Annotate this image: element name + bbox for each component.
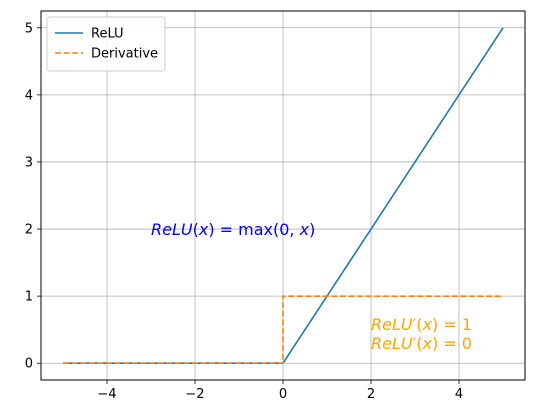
y-tick-label: 0 <box>25 357 33 372</box>
x-tick-label: −2 <box>185 387 204 402</box>
formula-segment: ) = 0 <box>432 334 472 353</box>
formula-segment: ReLU <box>151 220 193 239</box>
formula-segment: ) = 1 <box>432 315 472 334</box>
formula-segment: ReLU′ <box>371 334 417 353</box>
relu-formula-line: ReLU(x) = max(0, x) <box>151 220 315 239</box>
y-tick-label: 3 <box>25 155 33 170</box>
y-tick-label: 5 <box>25 21 33 36</box>
x-tick-label: 4 <box>455 387 463 402</box>
legend-box <box>46 16 166 72</box>
formula-segment: x <box>421 315 432 334</box>
formula-segment: x <box>198 220 209 239</box>
y-tick-label: 2 <box>25 223 33 238</box>
axis-ticks: −4 −2 0 2 4 0 1 2 3 4 5 <box>25 21 463 402</box>
legend-label: Derivative <box>91 47 158 62</box>
legend-label: ReLU <box>91 27 124 42</box>
x-tick-label: −4 <box>97 387 116 402</box>
series-layer <box>63 27 504 365</box>
formula-segment: ) <box>309 220 315 239</box>
formula-segment: ( <box>416 315 422 334</box>
y-tick-label: 1 <box>25 290 33 305</box>
annotations: ReLU(x) = max(0, x)ReLU′(x) = 1ReLU′(x) … <box>151 220 472 353</box>
legend: ReLU Derivative <box>46 16 166 72</box>
formula-segment: ( <box>193 220 199 239</box>
formula-segment: ReLU′ <box>371 315 417 334</box>
formula-segment: ( <box>416 334 422 353</box>
formula-segment: ) = max(0, <box>208 220 299 239</box>
formula-segment: x <box>299 220 310 239</box>
derivative-formula-line: ReLU′(x) = 0 <box>371 334 472 353</box>
x-tick-label: 2 <box>367 387 375 402</box>
y-tick-label: 4 <box>25 88 33 103</box>
derivative-formula-line: ReLU′(x) = 1 <box>371 315 472 334</box>
formula-segment: x <box>421 334 432 353</box>
series-derivative-line <box>63 295 503 365</box>
x-tick-label: 0 <box>279 387 287 402</box>
